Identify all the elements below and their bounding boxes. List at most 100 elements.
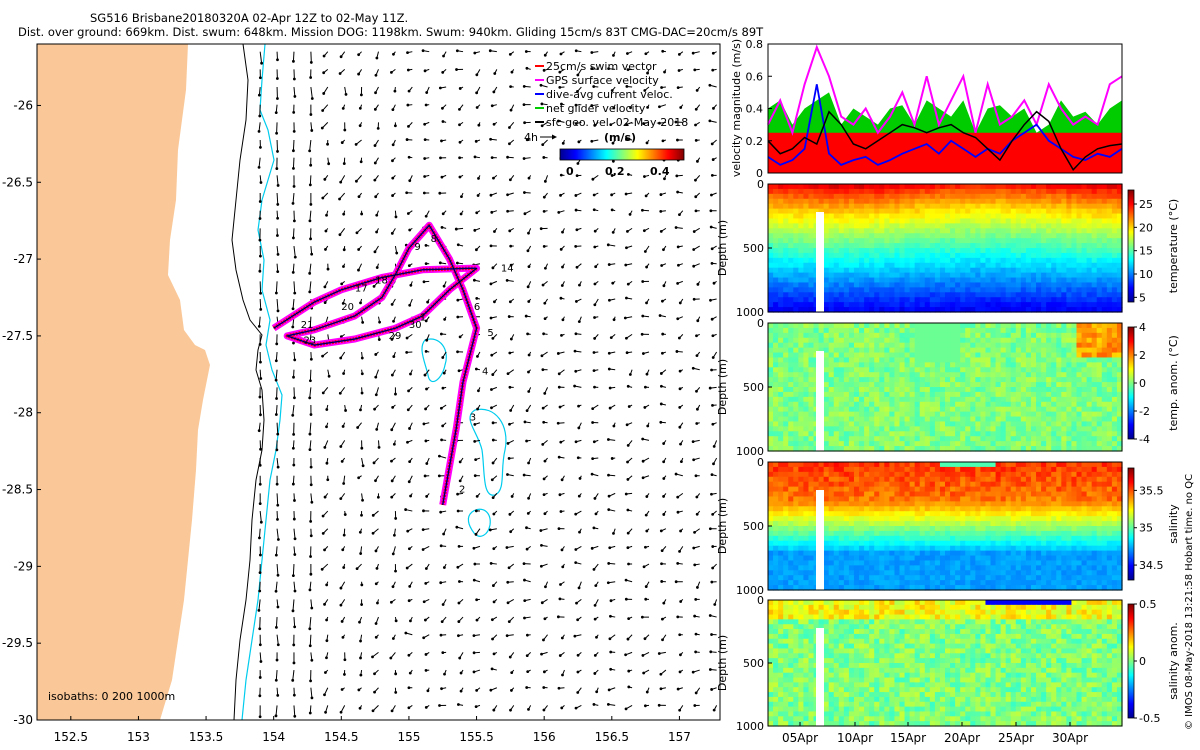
section-cell [919, 377, 926, 383]
section-cell [1030, 248, 1037, 254]
velocity-vector-head [393, 533, 396, 537]
section-cell [1036, 257, 1042, 264]
section-cell [919, 297, 926, 303]
section-cell [798, 377, 804, 383]
section-cell [1005, 188, 1012, 195]
section-cell [843, 193, 850, 200]
section-cell [843, 323, 850, 329]
velocity-vector-head [559, 440, 563, 444]
section-cell [1076, 347, 1083, 354]
velocity-vector-head [293, 589, 297, 593]
section-cell [970, 262, 976, 269]
section-cell [1111, 282, 1118, 288]
velocity-vector-head [525, 439, 528, 443]
section-cell [1081, 257, 1088, 264]
velocity-vector-head [322, 71, 326, 75]
section-cell [793, 243, 799, 249]
section-cell [1005, 233, 1012, 239]
section-cell [859, 184, 865, 190]
section-cell [833, 198, 840, 205]
velocity-vector-head [407, 125, 410, 128]
section-cell [889, 327, 896, 334]
section-cell [1036, 357, 1042, 363]
section-cell [1005, 208, 1012, 215]
section-cell [955, 252, 961, 259]
section-cell [773, 198, 779, 205]
velocity-vector-head [575, 228, 579, 232]
section-cell [1020, 213, 1027, 220]
section-cell [1086, 342, 1093, 349]
velocity-vector-head [257, 165, 261, 169]
section-cell [1046, 377, 1052, 383]
section-cell [768, 287, 774, 293]
velocity-vector-head [292, 643, 296, 647]
section-cell [1101, 267, 1108, 274]
section-cell [1071, 213, 1078, 220]
section-cell [1116, 337, 1123, 344]
section-cell [1030, 238, 1037, 244]
section-cell [788, 252, 794, 259]
figure-title: SG516 Brisbane20180320A 02-Apr 12Z to 02… [90, 11, 408, 25]
section-cell [950, 327, 956, 334]
velocity-vector-head [475, 297, 479, 300]
velocity-vector-head [321, 354, 324, 358]
section-cell [783, 272, 789, 279]
section-cell [823, 287, 830, 293]
section-cell [995, 184, 1002, 190]
section-cell [960, 372, 966, 378]
section-cell [1081, 287, 1088, 293]
section-cell [1020, 352, 1027, 359]
velocity-vector-head [640, 332, 644, 336]
section-cell [884, 342, 890, 349]
section-cell [778, 257, 784, 264]
section-cell [828, 307, 835, 313]
velocity-vector-head [609, 599, 613, 603]
section-cell [909, 323, 916, 329]
section-cell [1056, 262, 1062, 269]
section-cell [859, 292, 865, 298]
section-cell [1046, 188, 1052, 195]
section-cell [924, 252, 931, 259]
section-cell [778, 188, 784, 195]
section-cell [899, 252, 906, 259]
section-cell [1056, 297, 1062, 303]
section-cell [995, 323, 1002, 329]
velocity-vector-head [593, 229, 597, 233]
section-cell [1106, 198, 1113, 205]
section-cell [788, 238, 794, 244]
section-cell [914, 252, 921, 259]
section-cell [803, 223, 810, 229]
velocity-vector-head [624, 578, 628, 582]
section-cell [904, 352, 911, 359]
velocity-vector-head [407, 599, 411, 603]
velocity-vector-head [291, 201, 295, 205]
velocity-vector-head [425, 91, 429, 94]
section-cell [879, 252, 885, 259]
section-cell [1000, 228, 1007, 234]
velocity-vector-head [576, 73, 580, 77]
section-cell [965, 327, 971, 334]
section-cell [783, 342, 789, 349]
section-cell [838, 198, 845, 205]
velocity-vector-head [456, 350, 459, 354]
section-cell [1091, 193, 1098, 200]
velocity-vector-head [508, 385, 512, 389]
section-cell [818, 203, 825, 210]
section-cell [1010, 184, 1017, 190]
section-cell [1025, 248, 1032, 254]
velocity-vector-head [407, 653, 411, 657]
velocity-vector-head [645, 529, 649, 533]
velocity-vector-head [542, 332, 546, 336]
section-cell [874, 382, 880, 388]
section-cell [833, 238, 840, 244]
velocity-vector-head [623, 316, 627, 320]
section-cell [924, 307, 931, 313]
velocity-vector-head [625, 423, 629, 427]
section-cell [899, 208, 906, 215]
section-cell [914, 307, 921, 313]
velocity-vector-head [292, 184, 296, 188]
velocity-vector-head [405, 138, 409, 141]
section-cell [914, 238, 921, 244]
section-cell [859, 267, 865, 274]
velocity-vector-head [438, 191, 442, 195]
